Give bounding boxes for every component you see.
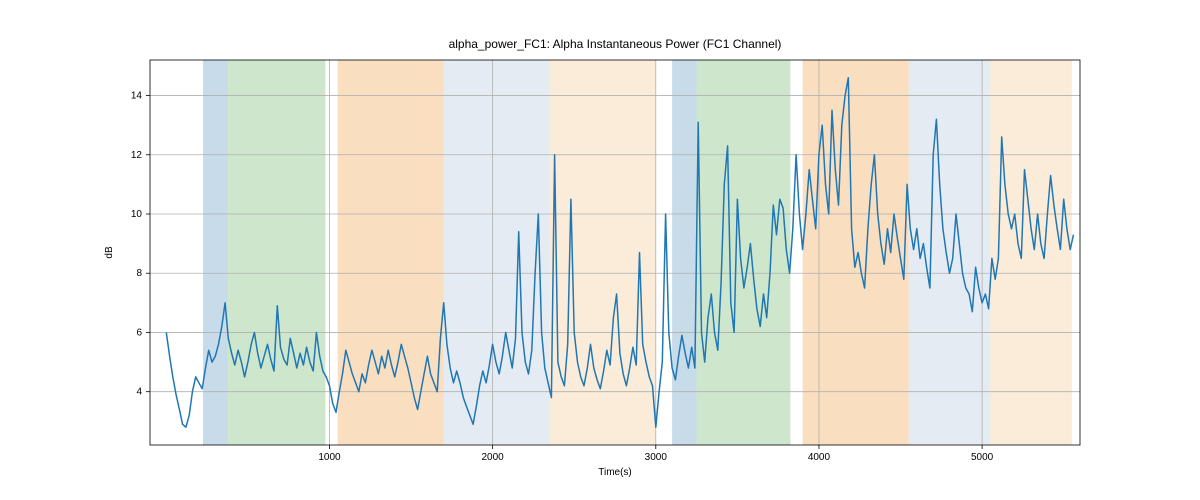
xtick-label: 4000: [808, 452, 831, 463]
band-6: [697, 60, 791, 445]
band-5: [672, 60, 696, 445]
band-9: [990, 60, 1072, 445]
band-2: [338, 60, 444, 445]
ytick-label: 8: [136, 268, 142, 279]
ytick-label: 14: [131, 91, 143, 102]
band-7: [803, 60, 909, 445]
xtick-label: 1000: [318, 452, 341, 463]
ytick-label: 10: [131, 209, 143, 220]
x-axis-label: Time(s): [598, 467, 632, 478]
chart-svg: 1000 2000 3000 4000 5000 4 6 8 10 12 14 Time(s) dB al…: [0, 0, 1200, 500]
ytick-label: 4: [136, 387, 142, 398]
bands-group: [203, 60, 1072, 445]
ytick-label: 12: [131, 150, 143, 161]
chart-container: 1000 2000 3000 4000 5000 4 6 8 10 12 14 Time(s) dB al…: [0, 0, 1200, 500]
y-axis-label: dB: [104, 246, 115, 259]
xtick-label: 3000: [645, 452, 668, 463]
xtick-label: 2000: [482, 452, 505, 463]
band-1: [228, 60, 326, 445]
xtick-label: 5000: [971, 452, 994, 463]
ytick-label: 6: [136, 327, 142, 338]
band-3: [444, 60, 550, 445]
band-0: [203, 60, 227, 445]
chart-title: alpha_power_FC1: Alpha Instantaneous Pow…: [449, 37, 782, 51]
